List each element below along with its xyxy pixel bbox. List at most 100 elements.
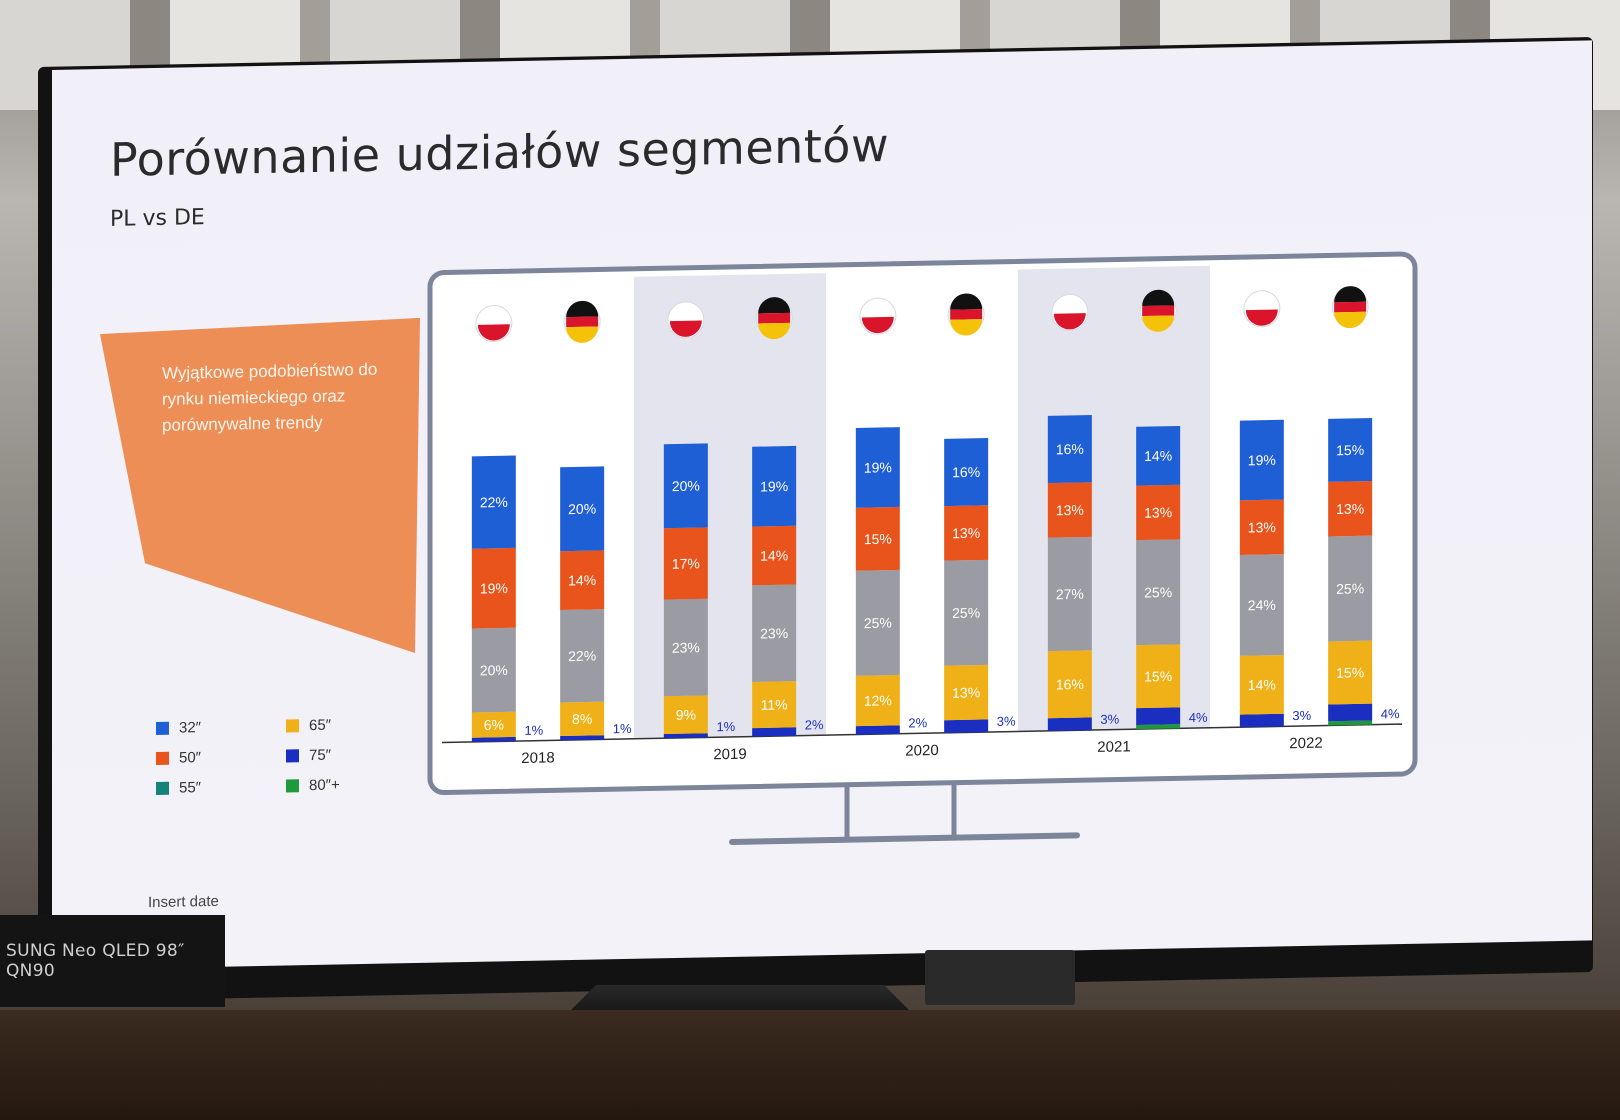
data-label-2021-DE-65: 15% — [1144, 668, 1172, 685]
data-label-2021-PL-75: 3% — [1100, 712, 1119, 727]
bar-2021-DE-65 — [1136, 644, 1181, 709]
bar-2021-PL-75 — [1047, 717, 1092, 731]
bar-2022-PL-55 — [1239, 554, 1284, 656]
flag-de-gold-2022 — [1334, 311, 1367, 329]
flag-de-red-2022 — [1334, 301, 1367, 313]
flag-de-black-2021 — [1142, 289, 1175, 307]
data-label-2022-DE-75: 4% — [1381, 706, 1400, 721]
bar-2018-DE-55 — [560, 609, 605, 703]
data-label-2020-DE-75: 3% — [997, 713, 1016, 728]
monitor-stand-base — [729, 832, 1080, 845]
year-band-2019 — [634, 273, 826, 739]
bar-2018-DE-32 — [560, 466, 605, 552]
bar-2021-DE-75 — [1136, 707, 1181, 725]
data-label-2018-PL-55: 20% — [480, 662, 508, 679]
flag-de-red-2018 — [566, 316, 599, 328]
bar-2022-DE-55 — [1328, 535, 1373, 642]
data-label-2019-DE-55: 23% — [760, 625, 788, 642]
x-tick-label-2021: 2021 — [1097, 738, 1130, 756]
data-label-2021-DE-55: 25% — [1144, 584, 1172, 601]
bar-2022-DE-32 — [1328, 418, 1373, 482]
data-label-2021-DE-50: 13% — [1144, 504, 1172, 521]
data-label-2020-PL-50: 15% — [864, 531, 892, 548]
data-label-2020-DE-55: 25% — [952, 604, 980, 621]
data-label-2022-DE-65: 15% — [1336, 664, 1364, 681]
bar-2018-PL-55 — [471, 627, 516, 713]
flag-de-gold-2020 — [950, 319, 983, 336]
data-label-2019-PL-32: 20% — [672, 478, 700, 495]
bar-2018-PL-32 — [471, 455, 516, 549]
set-top-box — [925, 950, 1075, 1005]
bar-2020-DE-65 — [944, 664, 989, 721]
data-label-2018-PL-65: 6% — [484, 717, 504, 733]
flag-pl-red-2020 — [861, 316, 894, 334]
bar-2018-PL-50 — [471, 547, 516, 629]
bar-2022-DE-75 — [1328, 703, 1373, 722]
tv-cabinet — [0, 1010, 1620, 1120]
device-label-card: SUNG Neo QLED 98″ QN90 — [0, 915, 225, 1007]
data-label-2018-DE-32: 20% — [568, 501, 596, 518]
data-label-2022-PL-32: 19% — [1248, 452, 1276, 469]
bar-2021-DE-50 — [1136, 484, 1181, 541]
bar-2019-DE-55 — [752, 584, 797, 682]
data-label-2022-PL-55: 24% — [1248, 597, 1276, 614]
data-label-2019-PL-50: 17% — [672, 555, 700, 572]
stacked-bar-chart: 1% 6% 20% 19% 22% 1% 8% 22% 14% 20% 1% 9% 23% 17% 20% 2… — [427, 251, 1418, 845]
bar-2022-PL-50 — [1239, 499, 1284, 555]
x-tick-label-2019: 2019 — [713, 746, 746, 764]
bar-2021-PL-32 — [1047, 415, 1092, 484]
data-label-2022-PL-50: 13% — [1248, 519, 1276, 536]
flag-pl-red-2021 — [1053, 313, 1086, 330]
data-label-2021-PL-55: 27% — [1056, 586, 1084, 603]
x-tick-label-2022: 2022 — [1289, 735, 1322, 753]
bar-2019-DE-75 — [752, 727, 797, 737]
bar-2021-PL-65 — [1047, 650, 1092, 719]
bar-2021-DE-55 — [1136, 539, 1181, 646]
bar-2018-DE-50 — [560, 550, 605, 611]
data-label-2020-PL-55: 25% — [864, 615, 892, 632]
data-label-2020-PL-75: 2% — [908, 715, 927, 730]
x-tick-label-2020: 2020 — [905, 742, 938, 760]
data-label-2018-DE-55: 22% — [568, 648, 596, 665]
data-label-2019-PL-65: 9% — [676, 707, 696, 723]
data-label-2021-PL-50: 13% — [1056, 502, 1084, 519]
data-label-2018-DE-65: 8% — [572, 711, 592, 727]
data-label-2022-PL-65: 14% — [1248, 677, 1276, 694]
bar-2022-PL-65 — [1239, 654, 1284, 715]
bar-2022-DE-65 — [1328, 640, 1373, 705]
data-label-2018-DE-75: 1% — [613, 721, 632, 736]
bar-2019-DE-65 — [752, 681, 797, 729]
data-label-2018-DE-50: 14% — [568, 572, 596, 589]
bar-2021-DE-32 — [1136, 425, 1181, 486]
bar-2019-PL-50 — [663, 527, 708, 600]
data-label-2019-PL-75: 1% — [716, 719, 735, 734]
data-label-2021-DE-75: 4% — [1189, 710, 1208, 725]
bar-2020-DE-75 — [944, 719, 989, 733]
bar-2018-PL-65 — [471, 711, 516, 738]
bar-2020-PL-32 — [855, 427, 900, 508]
bar-2018-PL-75 — [471, 736, 516, 742]
bar-2021-PL-55 — [1047, 536, 1092, 652]
flag-de-black-2019 — [758, 297, 791, 314]
data-label-2022-DE-55: 25% — [1336, 580, 1364, 597]
data-label-2018-PL-50: 19% — [480, 580, 508, 597]
data-label-2020-DE-50: 13% — [952, 525, 980, 542]
callout-box: Wyjątkowe podobieństwo do rynku niemieck… — [100, 317, 430, 664]
flag-de-gold-2018 — [566, 326, 599, 343]
flag-pl-red-2022 — [1245, 309, 1278, 326]
flag-pl-red-2018 — [477, 324, 510, 341]
bar-2019-DE-32 — [752, 445, 797, 527]
flag-de-black-2022 — [1334, 286, 1367, 303]
flag-de-red-2019 — [758, 312, 791, 324]
flag-de-black-2020 — [950, 293, 983, 310]
year-band-2021 — [1018, 265, 1210, 732]
bar-2020-PL-50 — [855, 506, 900, 571]
bar-2022-PL-32 — [1239, 419, 1284, 501]
flag-pl-red-2019 — [669, 320, 702, 337]
data-label-2022-DE-50: 13% — [1336, 501, 1364, 518]
data-label-2020-PL-65: 12% — [864, 692, 892, 709]
data-label-2018-PL-75: 1% — [524, 723, 543, 738]
data-label-2019-PL-55: 23% — [672, 639, 700, 656]
bar-2020-DE-55 — [944, 559, 989, 666]
bar-2022-DE-80+ — [1328, 720, 1373, 726]
